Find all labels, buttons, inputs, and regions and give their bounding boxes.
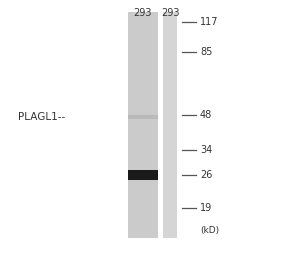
Bar — [128, 115, 158, 119]
Bar — [128, 170, 158, 180]
Text: 293: 293 — [134, 8, 152, 18]
Text: PLAGL1--: PLAGL1-- — [18, 112, 65, 122]
Bar — [128, 12, 158, 238]
Text: 293: 293 — [161, 8, 179, 18]
Text: 34: 34 — [200, 145, 212, 155]
Text: 19: 19 — [200, 203, 212, 213]
Text: 85: 85 — [200, 47, 212, 57]
Text: 117: 117 — [200, 17, 218, 27]
Text: 26: 26 — [200, 170, 212, 180]
Text: 48: 48 — [200, 110, 212, 120]
Bar — [163, 12, 177, 238]
Text: (kD): (kD) — [200, 225, 219, 234]
